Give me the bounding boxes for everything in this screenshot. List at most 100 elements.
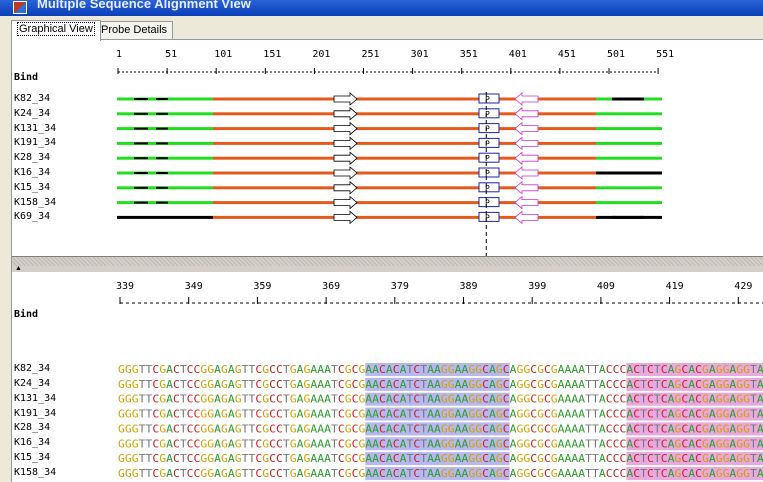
ruler-tick-label: 401 [509,49,527,60]
sequence-label[interactable]: K28_34 [14,422,51,434]
sequence-label[interactable]: K191_34 [14,407,57,419]
sequence-alignment[interactable]: 339 349 359 369 379 389 399 409 419 429 GGGTTCGACT… [12,273,763,482]
sequence-residues: GGGTTCGACTCCGGAGAGTTCGCCTGAGAAATCGCGAACA… [118,453,763,465]
tab-probe-details[interactable]: Probe Details [95,21,174,40]
ruler-tick-label: 201 [312,49,330,60]
variable-segment [134,127,148,130]
ruler-tick-label: 151 [263,49,281,60]
sequence-label[interactable]: K24_34 [14,377,51,389]
forward-primer-icon [333,180,358,195]
conserved-segment [596,186,662,190]
sequence-detail-pane[interactable]: Bind K82_34 K24_34 K131_34 K191_34 K28_34 K16… [12,273,763,482]
ruler-tick-label: 399 [528,281,546,292]
variable-segment [134,172,148,174]
variable-segment [612,215,644,219]
probe-highlight [365,422,510,436]
ruler-tick-label: 419 [666,281,684,292]
ruler-tick-label: 101 [214,49,232,60]
sequence-label[interactable]: K16_34 [14,437,51,449]
sequence-residues: GGGTTCGACTCCGGAGAGTTCGCCTGAGAAATCGCGAACA… [118,423,763,435]
variable-segment [134,98,148,100]
forward-primer-icon [333,106,358,121]
primer-highlight [626,363,763,376]
sequence-residues: GGGTTCGACTCCGGAGAGTTCGCCTGAGAAATCGCGAACA… [118,468,763,480]
aligned-segment [213,201,596,205]
probe-label: P [485,95,490,104]
sequence-label[interactable]: K15_34 [14,452,51,464]
sequence-residues: GGGTTCGACTCCGGAGAGTTCGCCTGAGAAATCGCGAACA… [118,379,763,391]
ruler-tick-label: 389 [460,281,478,292]
aligned-segment [213,141,596,145]
ruler-tick-label: 359 [253,281,271,292]
alignment-overview[interactable]: 1 51 101 151 201 251 301 351 401 451 501 551PPPPPPP… [12,40,763,256]
aligned-segment [213,171,596,175]
title-bar[interactable]: Multiple Sequence Alignment View [0,0,763,16]
tab-graphical-view[interactable]: Graphical View [11,20,101,41]
reverse-primer-icon [514,121,539,136]
probe-label: P [485,110,490,119]
ruler-tick-label: 551 [656,49,674,60]
sequence-label[interactable]: K82_34 [14,93,51,104]
sequence-residues: GGGTTCGACTCCGGAGAGTTCGCCTGAGAAATCGCGAACA… [118,364,763,376]
ruler-tick-label: 351 [460,49,478,60]
probe-label: P [485,213,490,222]
probe-icon [478,137,500,148]
sequence-label[interactable]: K24_34 [14,107,51,119]
aligned-segment [213,186,596,190]
probe-label: P [485,199,490,208]
probe-label: P [485,169,490,178]
sequence-label[interactable]: K131_34 [14,122,57,134]
forward-primer-icon [333,136,358,151]
variable-segment [134,142,148,145]
sequence-label[interactable]: K191_34 [14,137,57,149]
variable-segment [134,186,148,189]
sequence-label[interactable]: K158_34 [14,196,57,208]
forward-primer-icon [333,166,358,180]
primer-highlight [626,452,763,466]
variable-segment [156,216,168,219]
aligned-segment [213,112,596,116]
sequence-label[interactable]: K131_34 [14,392,57,404]
variable-segment [156,98,168,100]
forward-primer-icon [333,151,358,166]
reverse-primer-icon [514,92,539,106]
pane-splitter[interactable]: ▲▼ [12,256,763,280]
variable-segment [612,97,644,101]
sequence-label[interactable]: K69_34 [14,211,51,223]
probe-icon [478,182,500,193]
reverse-primer-icon [514,210,539,225]
ruler-tick-label: 429 [734,281,752,292]
primer-highlight [626,392,763,406]
horizontal-scrollbar[interactable] [12,257,763,266]
variable-segment [156,112,168,115]
forward-primer-icon [333,121,358,136]
primer-highlight [626,377,763,391]
probe-highlight [365,466,510,480]
probe-highlight [365,363,510,376]
ruler-tick-label: 1 [116,49,122,60]
reverse-primer-icon [514,195,539,210]
sequence-label[interactable]: K82_34 [14,363,51,374]
probe-highlight [365,377,510,391]
variable-segment [156,186,168,189]
sequence-label[interactable]: K16_34 [14,167,51,178]
variable-segment [156,157,168,160]
probe-icon [478,152,500,163]
variable-segment [134,216,148,219]
probe-highlight [365,452,510,466]
aligned-segment [213,156,596,160]
forward-primer-icon [333,210,358,225]
graphical-overview-pane[interactable]: Bind K82_34 K24_34 K131_34 K191_34 K28_34 K16… [12,40,763,256]
ruler-tick-label: 369 [322,281,340,292]
ruler-tick-label: 451 [558,49,576,60]
ruler-tick-label: 409 [597,281,615,292]
aligned-segment [213,215,596,219]
sequence-label[interactable]: K28_34 [14,152,51,164]
ruler-tick-label: 339 [116,281,134,292]
reverse-primer-icon [514,180,539,195]
probe-label: P [485,125,490,134]
sequence-label[interactable]: K158_34 [14,466,57,478]
primer-highlight [626,422,763,436]
sequence-label[interactable]: K15_34 [14,181,51,193]
aligned-segment [213,127,596,131]
